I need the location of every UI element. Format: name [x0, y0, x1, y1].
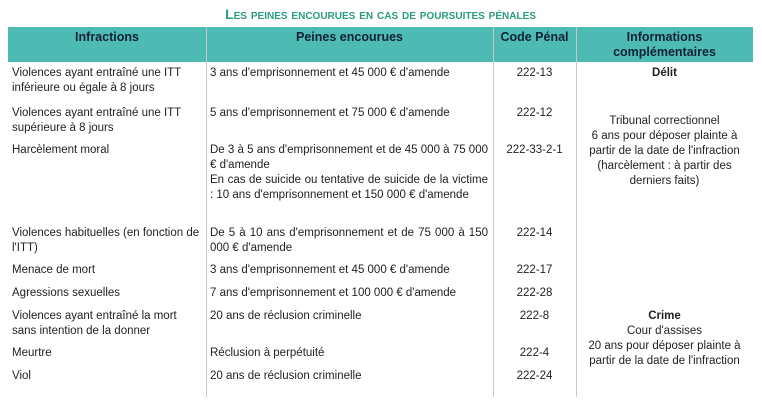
peines: De 3 à 5 ans d'emprisonnement et de 45 0…: [210, 143, 488, 203]
peine: 3 ans d'emprisonnement et 45 000 € d'ame…: [210, 67, 450, 79]
peines: 20 ans de réclusion criminelle: [210, 369, 488, 384]
column-separator: [493, 27, 494, 397]
peine: 20 ans de réclusion criminelle: [210, 310, 362, 322]
column-separator: [206, 27, 207, 397]
infraction: Meurtre: [12, 347, 52, 359]
peine: 5 ans d'emprisonnement et 75 000 € d'ame…: [210, 107, 450, 119]
code-penal: 222-4: [519, 347, 550, 359]
infraction: Violences ayant entraîné une ITT supérie…: [12, 107, 181, 134]
code-penal: 222-28: [516, 287, 553, 299]
infraction: Violences ayant entraîné la mort sans in…: [12, 310, 177, 337]
peine: De 3 à 5 ans d'emprisonnement et de 45 0…: [210, 144, 488, 171]
peines: 20 ans de réclusion criminelle: [210, 309, 488, 324]
infraction: Violences ayant entraîné une ITT inférie…: [12, 67, 181, 94]
info-title: Délit: [652, 67, 677, 79]
peine: De 5 à 10 ans d'emprisonnement et de 75 …: [210, 227, 488, 254]
code-penal: 222-12: [516, 107, 553, 119]
peines: 7 ans d'emprisonnement et 100 000 € d'am…: [210, 286, 488, 301]
info-line: 20 ans pour déposer plainte à partir de …: [588, 340, 741, 367]
code-penal: 222-13: [516, 67, 553, 79]
column-separator: [576, 27, 577, 397]
peine: Réclusion à perpétuité: [210, 347, 325, 359]
info-group: Tribunal correctionnel 6 ans pour déposer…: [580, 114, 749, 189]
header-cell: Peines encourues: [206, 27, 493, 62]
peines: 3 ans d'emprisonnement et 45 000 € d'ame…: [210, 66, 488, 81]
infraction: Viol: [12, 370, 31, 382]
infraction: Agressions sexuelles: [12, 287, 121, 299]
infraction: Violences habituelles (en fonction de l'…: [12, 227, 200, 254]
title: Les peines encourues en cas de poursuite…: [225, 6, 536, 22]
info-line: 6 ans pour déposer plainte à partir de l…: [589, 130, 740, 187]
peine: 7 ans d'emprisonnement et 100 000 € d'am…: [210, 287, 457, 299]
infraction: Harcèlement moral: [12, 144, 110, 156]
peine: 3 ans d'emprisonnement et 45 000 € d'ame…: [210, 264, 450, 276]
info-line: Cour d'assises: [626, 325, 703, 337]
header-cell: Code Pénal: [493, 27, 576, 62]
info-line: Tribunal correctionnel: [609, 115, 720, 127]
peine: En cas de suicide ou tentative de suicid…: [210, 174, 488, 201]
peines: De 5 à 10 ans d'emprisonnement et de 75 …: [210, 226, 488, 256]
info-title: Crime: [648, 310, 681, 322]
code-penal: 222-14: [516, 227, 553, 239]
header-cell: Informations complémentaires: [576, 27, 753, 62]
peines: 3 ans d'emprisonnement et 45 000 € d'ame…: [210, 263, 488, 278]
info-group: Crime Cour d'assises 20 ans pour déposer p…: [580, 309, 749, 369]
code-penal: 222-24: [516, 370, 553, 382]
code-penal: 222-8: [519, 310, 550, 322]
peines: Réclusion à perpétuité: [210, 346, 488, 361]
info-group: Délit: [580, 66, 749, 81]
peines: 5 ans d'emprisonnement et 75 000 € d'ame…: [210, 106, 488, 121]
code-penal: 222-33-2-1: [506, 144, 563, 156]
header-cell: Infractions: [8, 27, 206, 62]
infraction: Menace de mort: [12, 264, 96, 276]
peine: 20 ans de réclusion criminelle: [210, 370, 362, 382]
code-penal: 222-17: [516, 264, 553, 276]
